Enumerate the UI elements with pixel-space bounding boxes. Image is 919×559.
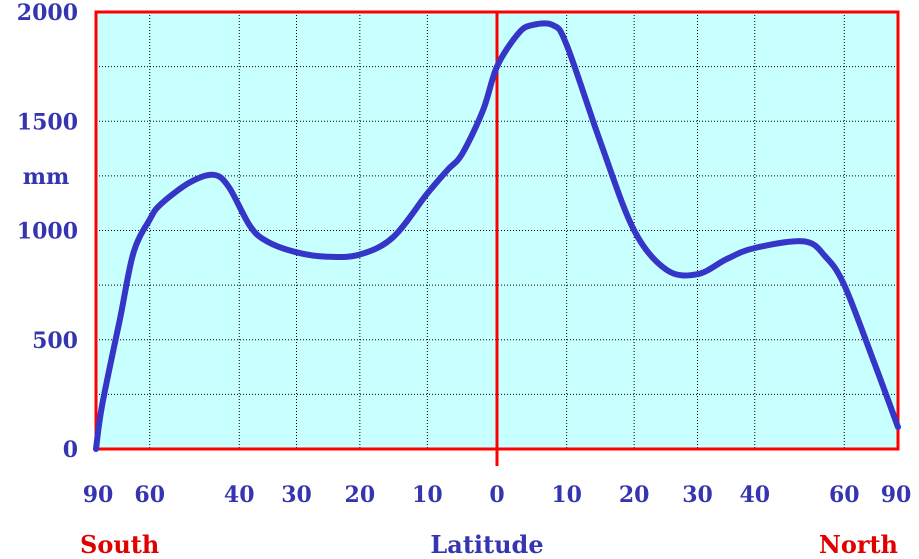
y-tick-label: 0 bbox=[63, 437, 78, 463]
north-label: North bbox=[819, 530, 898, 559]
south-label: South bbox=[80, 530, 159, 559]
y-tick-label: 1500 bbox=[17, 109, 78, 135]
x-tick-label: 30 bbox=[281, 482, 312, 508]
y-tick-label: 1000 bbox=[17, 219, 78, 245]
precipitation-curve bbox=[93, 20, 901, 452]
y-tick-label: 500 bbox=[32, 328, 78, 354]
y-axis-unit-label: mm bbox=[23, 164, 70, 190]
x-tick-label: 40 bbox=[224, 482, 255, 508]
x-tick-label: 90 bbox=[83, 482, 114, 508]
x-tick-label: 30 bbox=[682, 482, 713, 508]
x-axis-ticks: 90 60 40 30 20 10 0 10 20 30 40 60 90 bbox=[83, 482, 912, 508]
y-axis-ticks: 0 500 1000 1500 2000 bbox=[17, 0, 78, 463]
x-tick-label: 10 bbox=[551, 482, 582, 508]
x-tick-label: 0 bbox=[489, 482, 504, 508]
x-axis-title: Latitude bbox=[430, 530, 543, 559]
x-tick-label: 60 bbox=[829, 482, 860, 508]
y-tick-label: 2000 bbox=[17, 0, 78, 26]
x-tick-label: 20 bbox=[345, 482, 376, 508]
x-tick-label: 60 bbox=[134, 482, 165, 508]
x-tick-label: 10 bbox=[412, 482, 443, 508]
x-tick-label: 40 bbox=[739, 482, 770, 508]
x-tick-label: 90 bbox=[881, 482, 912, 508]
grid bbox=[96, 12, 898, 449]
x-tick-label: 20 bbox=[619, 482, 650, 508]
